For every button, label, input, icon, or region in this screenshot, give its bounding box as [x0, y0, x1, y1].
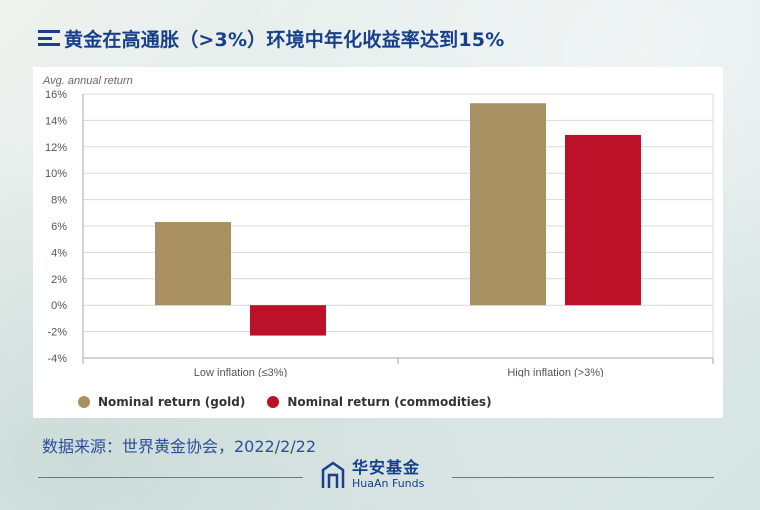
brand-logo-block: 华安基金 HuaAn Funds [320, 460, 424, 489]
page-title: 黄金在高通胀（>3%）环境中年化收益率达到15% [64, 28, 505, 51]
y-tick-label: 0% [51, 300, 67, 312]
brand-name-en: HuaAn Funds [352, 477, 425, 490]
x-tick-label: Low inflation (≤3%) [194, 367, 287, 377]
page-header: 黄金在高通胀（>3%）环境中年化收益率达到15% [38, 24, 504, 52]
legend-item-commodities: Nominal return (commodities) [267, 395, 492, 409]
legend-swatch-commodities [267, 396, 280, 408]
y-axis-label: Avg. annual return [42, 75, 133, 87]
y-tick-label: 14% [45, 115, 67, 127]
bar-chart: Avg. annual return 16% 14% 12% 10% 8% 6% 4% 2% 0%… [42, 75, 714, 377]
y-tick-label: 2% [51, 274, 67, 286]
y-tick-label: 6% [51, 221, 67, 233]
legend-label-gold: Nominal return (gold) [98, 395, 246, 409]
legend-label-commodities: Nominal return (commodities) [287, 395, 492, 409]
source-note: 数据来源：世界黄金协会，2022/2/22 [42, 437, 317, 456]
bar-gold-high-inflation [470, 103, 546, 306]
y-tick-label: -2% [47, 327, 67, 339]
footer-divider-right [452, 477, 714, 478]
chart-legend: Nominal return (gold) Nominal return (co… [78, 395, 514, 409]
y-tick-label: 4% [51, 247, 67, 259]
huaan-logo-icon [321, 460, 345, 488]
legend-item-gold: Nominal return (gold) [78, 395, 245, 409]
y-tick-label: 16% [45, 89, 67, 101]
y-tick-label: -4% [47, 353, 67, 365]
y-tick-label: 12% [45, 142, 67, 154]
y-tick-label: 10% [45, 168, 67, 180]
bar-gold-low-inflation [155, 222, 231, 306]
brand-name-cn: 华安基金 [352, 458, 421, 477]
footer-divider-left [38, 477, 303, 478]
y-tick-label: 8% [51, 195, 67, 207]
chart-panel: Avg. annual return 16% 14% 12% 10% 8% 6% 4% 2% 0%… [33, 67, 723, 418]
x-tick-label: High inflation (>3%) [507, 367, 603, 377]
menu-lines-icon [38, 29, 60, 47]
bar-commodities-low-inflation [250, 305, 326, 336]
bar-commodities-high-inflation [565, 134, 641, 306]
legend-swatch-gold [78, 396, 90, 408]
